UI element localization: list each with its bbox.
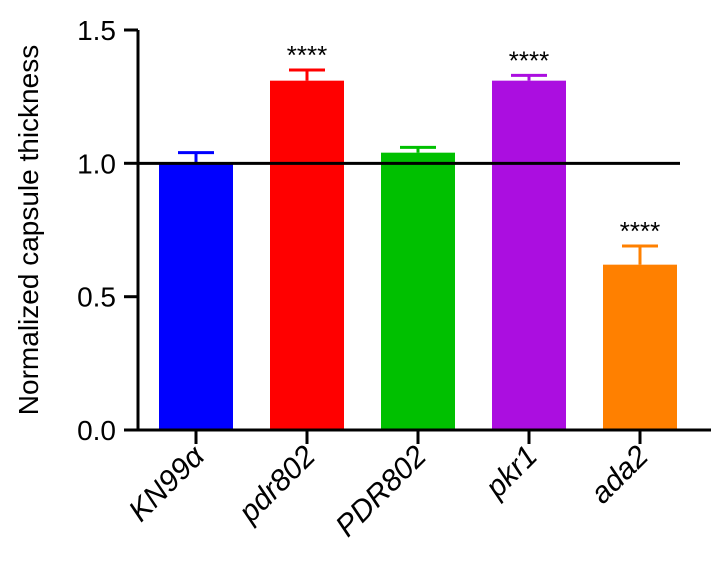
y-tick-label: 0.0 (77, 415, 116, 446)
bar-group-KN99α (159, 151, 233, 431)
y-axis-label: Normalized capsule thickness (13, 45, 44, 415)
bar (159, 163, 233, 431)
significance-label: **** (620, 216, 660, 246)
y-tick-label: 1.0 (77, 148, 116, 179)
significance-label: **** (287, 40, 327, 70)
bar (381, 152, 455, 430)
y-tick-label: 0.5 (77, 282, 116, 313)
x-tick-label: KN99α (122, 439, 211, 528)
x-tick-label: ada2 (584, 439, 655, 510)
x-tick-label: pdr802 (232, 439, 322, 529)
bar-group-ada2: **** (603, 216, 677, 430)
bar-group-pdr802: **** (270, 40, 344, 431)
bar (603, 264, 677, 430)
y-axis: 0.0 0.5 1.0 1.5 Normalized capsule thick… (13, 15, 140, 446)
bar (270, 80, 344, 431)
y-ticks: 0.0 0.5 1.0 1.5 (77, 15, 138, 446)
bar (492, 80, 566, 431)
bar-group-PDR802 (381, 145, 455, 430)
x-tick-label: PDR802 (329, 439, 433, 543)
x-tick-label: pkr1 (479, 440, 544, 505)
significance-label: **** (509, 45, 549, 75)
x-tick-labels: KN99α pdr802 PDR802 pkr1 ada2 (122, 430, 655, 543)
y-tick-label: 1.5 (77, 15, 116, 46)
bars: **** **** **** (159, 40, 677, 431)
bar-group-pkr1: **** (492, 45, 566, 431)
